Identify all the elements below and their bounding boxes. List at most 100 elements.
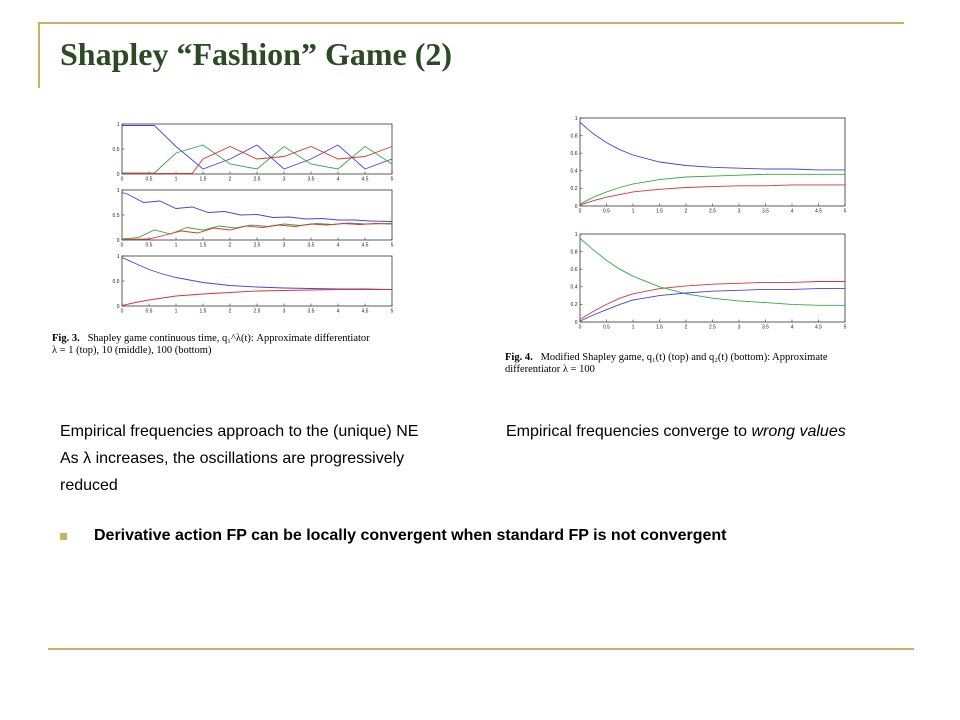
fig4-top-ytick-label: 0.2 [571,186,578,192]
fig3-top-xtick-label: 2.5 [254,177,261,183]
fig4-top-series-1 [579,173,845,205]
fig3-bottom-xtick-label: 3.5 [308,309,315,315]
fig4-top-xtick-label: 1.5 [656,209,663,215]
fig4-bottom-xtick-label: 4 [791,325,794,331]
fig3-middle-xtick-label: 3 [283,243,286,249]
fig3-top-ytick-label: 1 [117,122,120,128]
fig3-middle-ytick-label: 0 [117,238,120,244]
figure-3: 0 0.5 1 1.5 2 2.5 3 3.5 4 4.5 5 0 0.5 1 0 0.5 1 1.5 2 2.5 3 3… [108,118,398,318]
fig4-top-xtick-label: 4.5 [815,209,822,215]
fig4-bottom-xtick-label: 0 [579,325,582,331]
fig3-top-xtick-label: 5 [391,177,394,183]
fig3-top-ytick-label: 0.5 [113,147,120,153]
fig4-bottom-ytick-label: 1 [575,232,578,238]
fig3-bottom-ytick-label: 0.5 [113,279,120,285]
fig3-bottom-xtick-label: 1.5 [200,309,207,315]
fig4-top-series-2 [579,184,845,206]
fig3-middle-xtick-label: 3.5 [308,243,315,249]
fig4-bottom-xtick-label: 3.5 [762,325,769,331]
fig4-top-ytick-label: 0.6 [571,151,578,157]
fig4-top-xtick-label: 3 [738,209,741,215]
fig3-bottom-xtick-label: 2 [229,309,232,315]
fig4-bottom-ytick-label: 0.4 [571,285,578,291]
fig3-bottom-ytick-label: 0 [117,304,120,310]
fig3-top-xtick-label: 4.5 [362,177,369,183]
fig3-bottom-series-0 [121,257,393,290]
figure-4-caption-line2: differentiator λ = 100 [505,364,595,375]
fig3-bottom-xtick-label: 1 [175,309,178,315]
top-rule [38,22,904,24]
fig4-bottom-ytick-label: 0.2 [571,302,578,308]
fig3-bottom-series-1 [121,289,392,306]
fig4-bottom-xtick-label: 2 [685,325,688,331]
fig3-top-xtick-label: 1 [175,177,178,183]
fig3-middle-ytick-label: 1 [117,188,120,194]
fig4-bottom-xtick-label: 1 [632,325,635,331]
fig4-top-xtick-label: 0.5 [603,209,610,215]
fig3-middle-xtick-label: 2.5 [254,243,261,249]
fig3-top-series-0 [122,125,393,170]
fig3-middle-xtick-label: 5 [391,243,394,249]
figure-4-plots: 0 0.5 1 1.5 2 2.5 3 3.5 4 4.5 5 0 0.2 0.4 0.6 0.8 1 0 0.5 1… [571,116,847,331]
figure-3-caption-symbol: q₁^λ(t) [222,333,251,344]
fig3-middle-xtick-label: 1.5 [200,243,207,249]
left-text-block: Empirical frequencies approach to the (u… [60,418,490,499]
fig4-top-ytick-label: 1 [575,116,578,122]
figure-3-caption: Fig. 3. Shapley game continuous time, q₁… [52,333,370,357]
fig3-middle-series-0 [121,192,393,222]
bullet-marker [60,533,67,540]
fig3-bottom-xtick-label: 4.5 [362,309,369,315]
fig3-top-series-1 [122,144,393,174]
fig4-top-ytick-label: 0 [575,204,578,210]
figure-4: 0 0.5 1 1.5 2 2.5 3 3.5 4 4.5 5 0 0.2 0.4 0.6 0.8 1 0 0.5 1… [558,112,853,332]
fig4-bottom-xtick-label: 3 [738,325,741,331]
left-rule [38,22,40,88]
right-text-block: Empirical frequencies converge to wrong … [506,418,846,445]
fig3-top-xtick-label: 0 [121,177,124,183]
fig4-bottom-ytick-label: 0.6 [571,267,578,273]
right-text-prefix: Empirical frequencies converge to [506,423,752,440]
fig3-middle-xtick-label: 4.5 [362,243,369,249]
fig4-top-ytick-label: 0.8 [571,133,578,139]
fig3-middle-series-2 [121,223,393,240]
fig3-bottom-xtick-label: 4 [337,309,340,315]
left-text-line2: As λ increases, the oscillations are pro… [60,450,405,467]
left-text-line3: reduced [60,477,118,494]
fig3-middle-xtick-label: 2 [229,243,232,249]
fig3-bottom-xtick-label: 2.5 [254,309,261,315]
fig3-top-xtick-label: 1.5 [200,177,207,183]
bullet-text: Derivative action FP can be locally conv… [94,527,727,544]
figure-3-caption-line1b: : Approximate differentiator [250,333,370,344]
fig4-bottom-xtick-label: 5 [844,325,847,331]
fig4-top-xtick-label: 2.5 [709,209,716,215]
fig4-top-xtick-label: 4 [791,209,794,215]
figure-4-caption: Fig. 4. Modified Shapley game, q₁(t) (to… [505,352,828,376]
fig4-bottom-ytick-label: 0 [575,320,578,326]
fig4-top-xtick-label: 5 [844,209,847,215]
fig4-top-xtick-label: 3.5 [762,209,769,215]
figure-4-caption-label: Fig. 4. [505,352,533,363]
figure-3-caption-line1: Shapley game continuous time, [87,333,220,344]
fig3-middle-xtick-label: 0.5 [146,243,153,249]
fig3-top-xtick-label: 3 [283,177,286,183]
fig3-top-series-2 [122,146,393,174]
right-text-italic: wrong values [751,423,846,440]
fig3-top-xtick-label: 3.5 [308,177,315,183]
left-text-line1: Empirical frequencies approach to the (u… [60,423,419,440]
figure-4-caption-line1: Modified Shapley game, q₁(t) (top) and q… [540,352,828,363]
fig3-top-xtick-label: 0.5 [146,177,153,183]
fig3-top-frame [121,123,393,175]
slide-title: Shapley “Fashion” Game (2) [60,36,453,72]
fig4-top-xtick-label: 2 [685,209,688,215]
fig3-bottom-xtick-label: 0 [121,309,124,315]
fig3-bottom-frame [121,255,393,307]
fig4-top-series-0 [579,122,845,171]
fig4-bottom-series-2 [579,288,845,322]
fig4-bottom-xtick-label: 0.5 [603,325,610,331]
fig3-middle-xtick-label: 1 [175,243,178,249]
fig4-top-xtick-label: 1 [632,209,635,215]
fig3-bottom-ytick-label: 1 [117,254,120,260]
fig4-bottom-series-1 [579,281,845,320]
fig4-bottom-xtick-label: 2.5 [709,325,716,331]
fig4-bottom-frame [579,233,846,323]
